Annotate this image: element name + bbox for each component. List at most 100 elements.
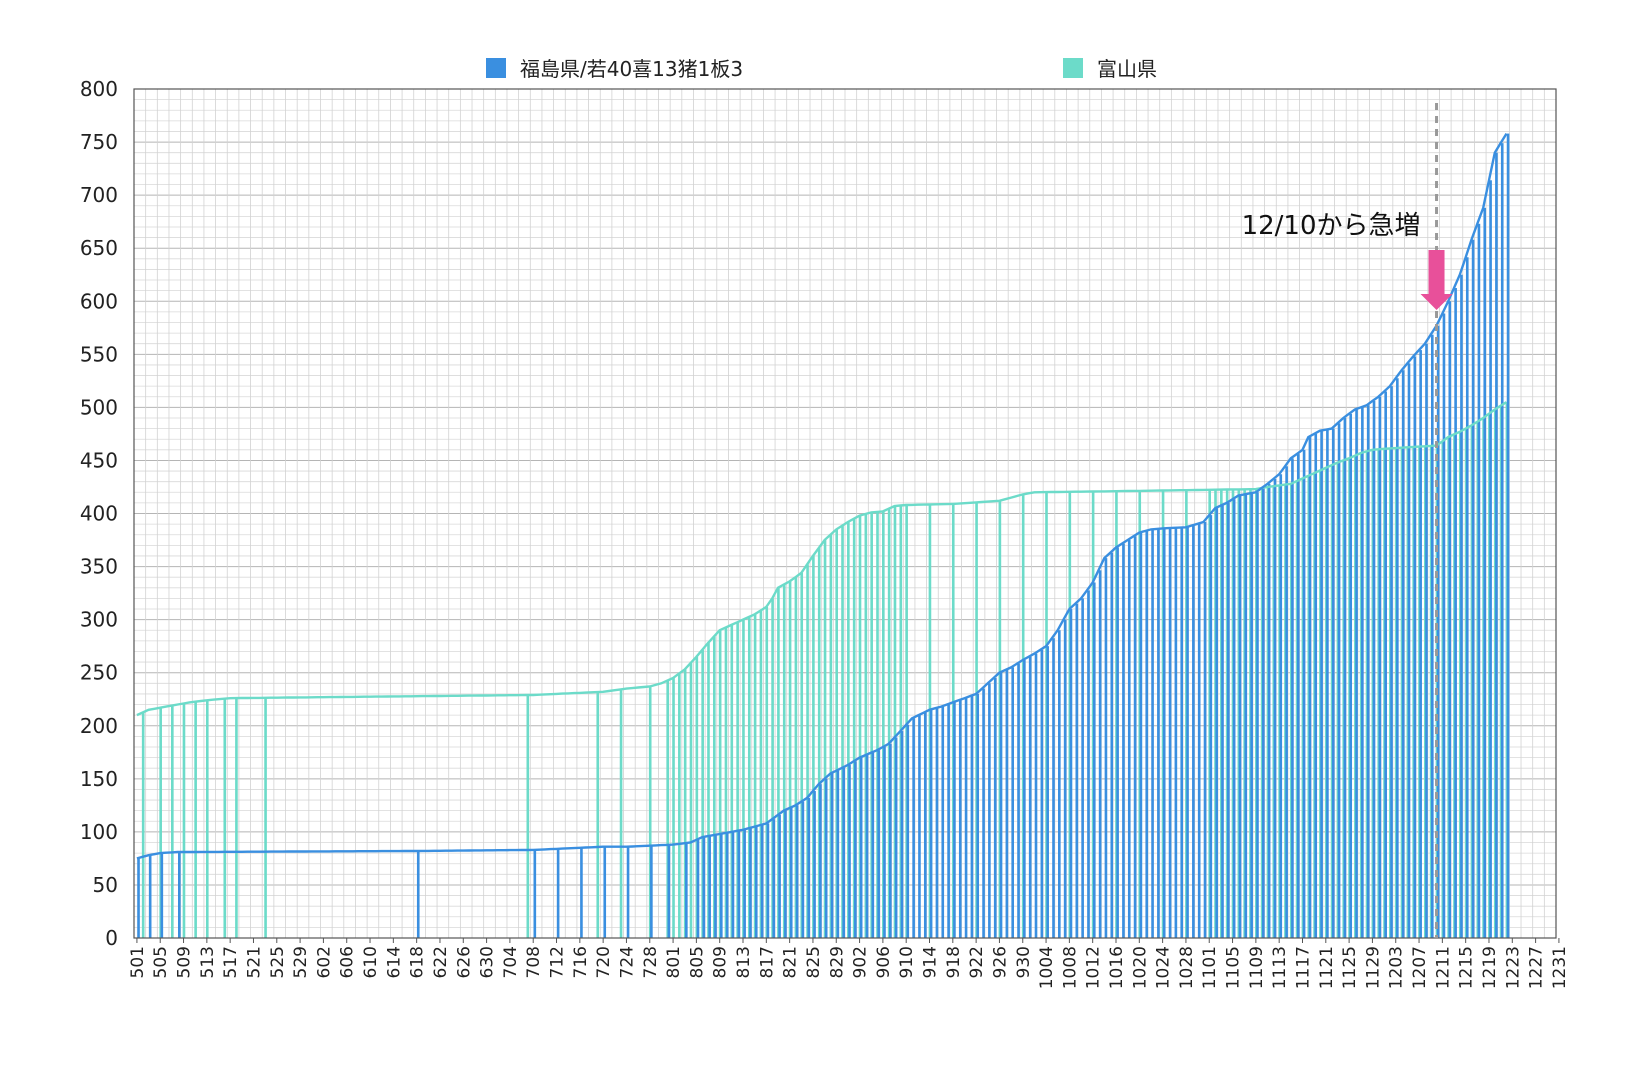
bar-toyama (753, 614, 757, 938)
bar-fukushima (889, 743, 892, 938)
bar-fukushima (580, 847, 583, 938)
bar-fukushima (1384, 391, 1387, 938)
y-tick-label: 0 (105, 926, 118, 950)
legend-label: 富山県 (1097, 57, 1157, 81)
x-tick-label: 805 (687, 946, 707, 978)
x-tick-label: 918 (944, 946, 964, 978)
bar-fukushima (1349, 413, 1353, 938)
bar-fukushima (912, 718, 915, 938)
x-tick-label: 914 (921, 946, 941, 978)
y-tick-label: 50 (93, 873, 118, 897)
bar-fukushima (1407, 363, 1411, 938)
bar-toyama (870, 512, 873, 938)
bar-fukushima (1023, 659, 1026, 938)
bar-fukushima (1372, 401, 1376, 938)
bar-fukushima (935, 708, 939, 938)
y-tick-label: 300 (80, 608, 118, 632)
x-tick-label: 1008 (1060, 946, 1080, 989)
bar-fukushima (731, 831, 735, 938)
bar-fukushima (1238, 495, 1242, 938)
bar-fukushima (1465, 257, 1469, 938)
bar-fukushima (1157, 528, 1160, 938)
bar-fukushima (148, 855, 152, 938)
bar-fukushima (1436, 325, 1440, 938)
bar-toyama (852, 518, 856, 938)
x-tick-label: 1231 (1550, 946, 1570, 989)
bar-fukushima (685, 843, 688, 938)
bar-fukushima (865, 755, 869, 938)
bar-toyama (596, 692, 600, 938)
x-tick-label: 724 (618, 946, 638, 978)
legend-swatch (1063, 58, 1083, 78)
bar-fukushima (766, 823, 770, 938)
y-tick-label: 400 (80, 502, 118, 526)
x-tick-label: 1219 (1480, 946, 1500, 989)
bar-fukushima (801, 801, 805, 938)
bar-fukushima (650, 845, 653, 938)
bar-fukushima (626, 846, 630, 938)
legend: 福島県/若40喜13猪1板3 富山県 (486, 57, 1157, 81)
x-tick-label: 501 (128, 946, 148, 978)
bar-fukushima (160, 853, 164, 938)
bar-fukushima (982, 688, 985, 938)
x-tick-label: 809 (711, 946, 731, 978)
y-tick-label: 200 (80, 714, 118, 738)
bar-fukushima (941, 706, 945, 938)
bar-fukushima (830, 773, 834, 938)
bar-fukushima (1209, 515, 1213, 938)
bar-fukushima (1192, 525, 1195, 938)
bar-fukushima (1098, 570, 1102, 938)
x-tick-label: 529 (291, 946, 311, 978)
bar-fukushima (784, 810, 787, 938)
bar-fukushima (1267, 483, 1271, 938)
bar-fukushima (1168, 528, 1172, 938)
x-tick-label: 813 (734, 946, 754, 978)
x-tick-label: 825 (804, 946, 824, 978)
bar-fukushima (1261, 488, 1265, 938)
y-tick-label: 750 (80, 130, 118, 154)
bar-toyama (841, 525, 844, 938)
bar-fukushima (603, 846, 607, 938)
bar-fukushima (416, 850, 420, 938)
x-tick-label: 618 (408, 946, 428, 978)
bar-fukushima (871, 752, 875, 938)
bar-toyama (205, 700, 209, 938)
bar-fukushima (1285, 466, 1288, 938)
bar-fukushima (1145, 531, 1149, 938)
bar-toyama (882, 511, 885, 938)
bar-fukushima (714, 835, 717, 938)
bar-fukushima (1308, 437, 1312, 938)
x-tick-label: 930 (1014, 946, 1034, 978)
bar-toyama (742, 619, 745, 938)
y-tick-label: 700 (80, 183, 118, 207)
bar-fukushima (807, 797, 811, 938)
bar-fukushima (1232, 499, 1236, 938)
bar-fukushima (778, 814, 781, 938)
annotation-layer: 12/10から急増 (1242, 103, 1453, 938)
bar-fukushima (754, 826, 758, 938)
bar-fukushima (1314, 433, 1318, 938)
x-tick-label: 1101 (1200, 946, 1220, 989)
bar-fukushima (1215, 508, 1218, 938)
bar-fukushima (894, 737, 898, 938)
bar-fukushima (1116, 547, 1119, 938)
bar-toyama (777, 587, 780, 938)
x-tick-label: 521 (245, 946, 265, 978)
bar-toyama (730, 624, 734, 938)
bar-toyama (712, 636, 716, 938)
bar-fukushima (929, 709, 933, 938)
bar-fukushima (1110, 552, 1114, 938)
bar-fukushima (1034, 653, 1038, 938)
x-tick-label: 1121 (1317, 946, 1337, 989)
x-tick-label: 910 (897, 946, 917, 978)
bar-fukushima (1162, 528, 1166, 938)
bar-fukushima (1489, 180, 1492, 938)
bar-fukushima (1058, 630, 1061, 938)
bar-toyama (788, 581, 792, 938)
bar-fukushima (1017, 663, 1020, 938)
bar-toyama (701, 649, 704, 938)
bar-fukushima (1500, 143, 1504, 938)
bar-fukushima (1180, 527, 1184, 938)
x-tick-label: 708 (524, 946, 544, 978)
